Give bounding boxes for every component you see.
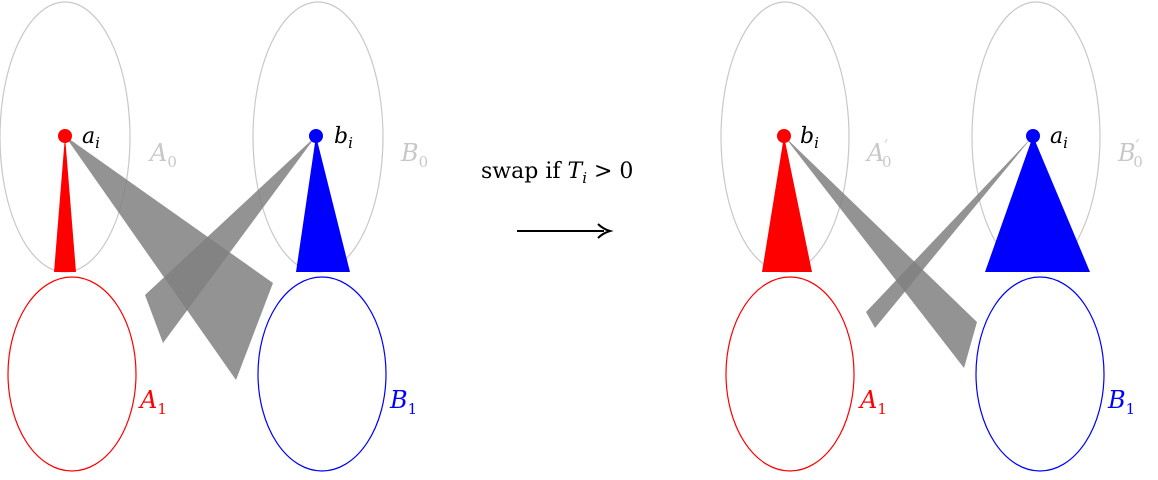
red-point — [58, 129, 72, 143]
right-configuration: bi ai A′ 0 B′ 0 A1 B1 — [720, 1, 1143, 472]
set-b1-label: B1 — [389, 386, 417, 418]
blue-point-label-right: ai — [1050, 124, 1068, 152]
set-a1-ellipse — [7, 276, 137, 472]
set-b1-label-right: B1 — [1107, 386, 1135, 418]
set-b1-ellipse — [257, 276, 387, 472]
set-a1-label-right: A1 — [858, 386, 887, 418]
red-point-label-right: bi — [800, 124, 819, 152]
gray-cone-from-red-point-right — [784, 136, 977, 368]
set-a0-label: A0 — [148, 139, 177, 171]
red-cone — [54, 136, 76, 272]
red-cone-right — [762, 136, 812, 272]
left-configuration: ai bi A0 B0 A1 B1 — [0, 1, 428, 472]
set-a1-ellipse-right — [725, 276, 855, 472]
gray-cone-from-blue-point-right — [866, 136, 1033, 328]
red-point-label: ai — [82, 124, 100, 152]
gray-cone-from-red-point — [65, 136, 273, 380]
blue-point-label: bi — [334, 124, 353, 152]
right-arrow-icon — [517, 223, 614, 239]
set-a1-label: A1 — [138, 386, 167, 418]
red-point-right — [777, 129, 791, 143]
set-a0-prime-label: A′ 0 — [865, 136, 892, 171]
set-b0-prime-label: B′ 0 — [1117, 136, 1143, 171]
blue-point — [309, 129, 323, 143]
set-b1-ellipse-right — [975, 276, 1105, 472]
transition: swap if Ti > 0 — [481, 159, 633, 239]
set-b0-label: B0 — [400, 139, 428, 171]
blue-cone — [296, 136, 350, 272]
blue-point-right — [1026, 129, 1040, 143]
blue-cone-right — [985, 136, 1090, 272]
gray-cone-from-blue-point — [145, 136, 316, 343]
swap-condition-caption: swap if Ti > 0 — [481, 159, 633, 187]
